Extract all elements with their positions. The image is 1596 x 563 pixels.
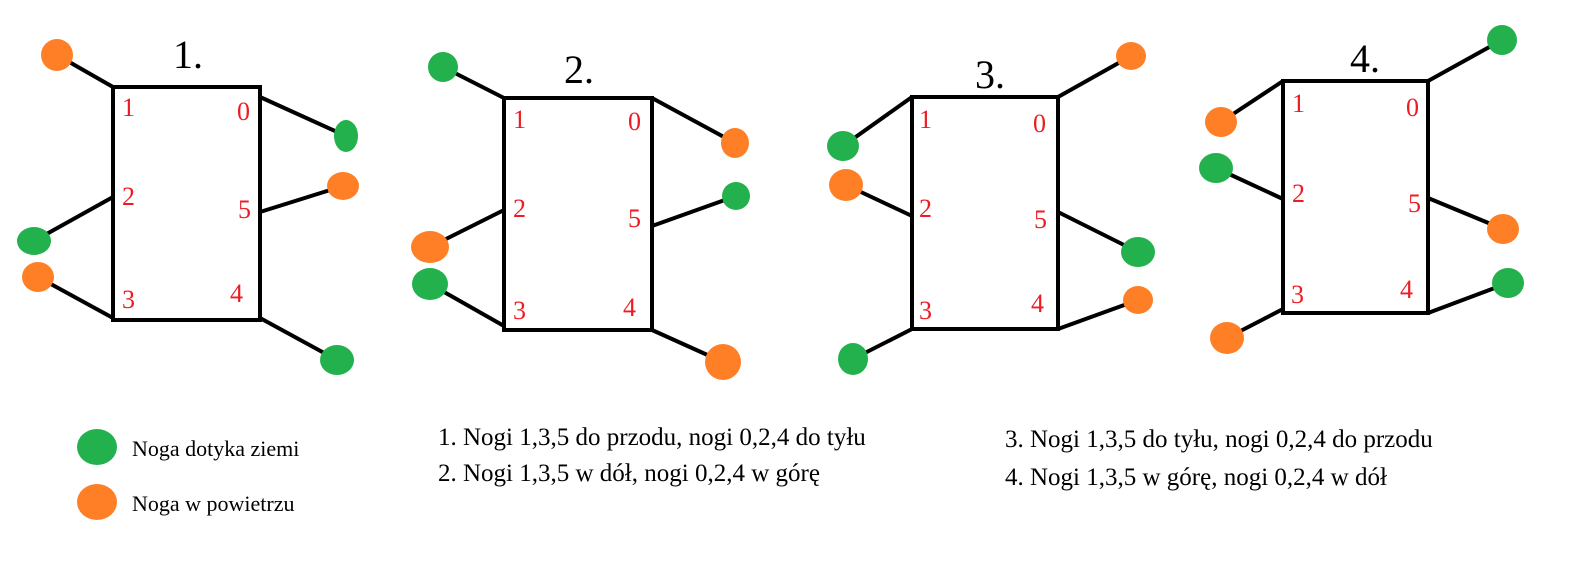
leg-5-foot-air (1487, 214, 1519, 244)
leg-3-foot-ground (412, 268, 448, 300)
leg-number-2: 2 (513, 194, 526, 223)
leg-0-line (258, 95, 348, 138)
leg-4-foot-ground (1492, 268, 1524, 298)
leg-number-2: 2 (1292, 179, 1305, 208)
leg-number-4: 4 (230, 279, 243, 308)
leg-number-5: 5 (1034, 205, 1047, 234)
leg-0-foot-air (721, 128, 749, 158)
leg-3-foot-air (1210, 322, 1244, 354)
leg-0-foot-air (1116, 42, 1146, 70)
leg-number-2: 2 (122, 182, 135, 211)
diagrams-group: 1 0 2 5 3 4 1. 1 0 2 5 3 4 2. 1 0 2 5 3 4 3. 1 0 2 5 3 4 4. (17, 25, 1524, 380)
leg-5-foot-air (327, 172, 359, 200)
leg-2-foot-ground (17, 227, 51, 255)
legend-air-label: Noga w powietrzu (132, 491, 295, 516)
robot-body (502, 96, 654, 332)
leg-2-foot-air (829, 169, 863, 201)
captions: 1. Nogi 1,3,5 do przodu, nogi 0,2,4 do t… (438, 424, 1433, 491)
leg-number-3: 3 (122, 285, 135, 314)
leg-1-foot-air (1205, 107, 1237, 137)
leg-number-3: 3 (513, 296, 526, 325)
leg-number-5: 5 (1408, 189, 1421, 218)
diagram-label: 2. (564, 47, 594, 92)
diagram-3: 1 0 2 5 3 4 3. (827, 42, 1155, 375)
robot-body (111, 85, 262, 322)
leg-number-4: 4 (1031, 289, 1044, 318)
leg-number-0: 0 (628, 107, 641, 136)
diagram-2: 1 0 2 5 3 4 2. (411, 47, 750, 380)
leg-0-foot-ground (1487, 25, 1517, 55)
leg-number-4: 4 (623, 293, 636, 322)
leg-4-foot-air (705, 344, 741, 380)
diagram-label: 3. (975, 52, 1005, 97)
legend-ground-dot (77, 429, 117, 465)
leg-number-5: 5 (238, 195, 251, 224)
caption-3: 3. Nogi 1,3,5 do tyłu, nogi 0,2,4 do prz… (1005, 426, 1433, 453)
leg-4-foot-air (1123, 286, 1153, 314)
legend-air-dot (77, 484, 117, 520)
legend: Noga dotyka ziemi Noga w powietrzu (77, 429, 299, 520)
leg-0-foot-ground (334, 120, 358, 152)
leg-number-3: 3 (919, 296, 932, 325)
leg-1-foot-air (41, 39, 73, 71)
diagram-4: 1 0 2 5 3 4 4. (1199, 25, 1524, 354)
caption-4: 4. Nogi 1,3,5 w górę, nogi 0,2,4 w dół (1005, 464, 1387, 491)
diagram-label: 4. (1350, 36, 1380, 81)
leg-4-foot-ground (320, 345, 354, 375)
diagram-1: 1 0 2 5 3 4 1. (17, 32, 359, 375)
leg-3-foot-ground (838, 343, 868, 375)
leg-1-foot-ground (827, 131, 859, 161)
leg-3-foot-air (22, 262, 54, 292)
caption-1: 1. Nogi 1,3,5 do przodu, nogi 0,2,4 do t… (438, 424, 866, 451)
leg-number-0: 0 (237, 97, 250, 126)
leg-number-1: 1 (122, 93, 135, 122)
diagram-label: 1. (173, 32, 203, 77)
leg-number-0: 0 (1406, 93, 1419, 122)
legend-ground-label: Noga dotyka ziemi (132, 436, 299, 461)
leg-2-foot-ground (1199, 153, 1233, 183)
leg-number-3: 3 (1291, 280, 1304, 309)
leg-number-4: 4 (1400, 275, 1413, 304)
leg-2-foot-air (411, 231, 449, 263)
robot-body (1281, 79, 1430, 315)
leg-number-0: 0 (1033, 109, 1046, 138)
caption-2: 2. Nogi 1,3,5 w dół, nogi 0,2,4 w górę (438, 460, 820, 487)
leg-number-5: 5 (628, 204, 641, 233)
leg-5-foot-ground (722, 182, 750, 210)
leg-5-foot-ground (1121, 237, 1155, 267)
leg-0-line (650, 96, 737, 145)
leg-number-1: 1 (1292, 89, 1305, 118)
robot-body (910, 95, 1060, 331)
leg-number-1: 1 (919, 105, 932, 134)
leg-1-foot-ground (428, 52, 458, 82)
leg-5-line (650, 194, 738, 228)
leg-number-2: 2 (919, 194, 932, 223)
leg-number-1: 1 (513, 105, 526, 134)
